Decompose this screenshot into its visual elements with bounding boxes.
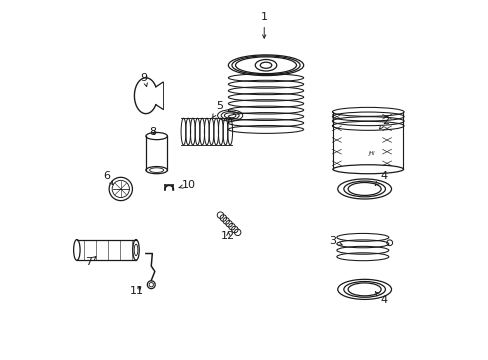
Text: 11: 11 — [130, 286, 143, 296]
Text: 4: 4 — [374, 292, 386, 305]
Text: JHI: JHI — [368, 151, 374, 156]
Text: 7: 7 — [85, 257, 96, 267]
Text: 4: 4 — [374, 171, 386, 185]
Text: 8: 8 — [149, 127, 156, 136]
Text: 10: 10 — [179, 180, 196, 190]
Text: 2: 2 — [379, 116, 389, 129]
Text: 12: 12 — [221, 231, 235, 240]
Text: 6: 6 — [103, 171, 113, 185]
Text: 5: 5 — [212, 102, 223, 117]
Text: 9: 9 — [140, 73, 147, 86]
Text: 1: 1 — [260, 12, 267, 38]
Text: 3: 3 — [328, 236, 342, 246]
